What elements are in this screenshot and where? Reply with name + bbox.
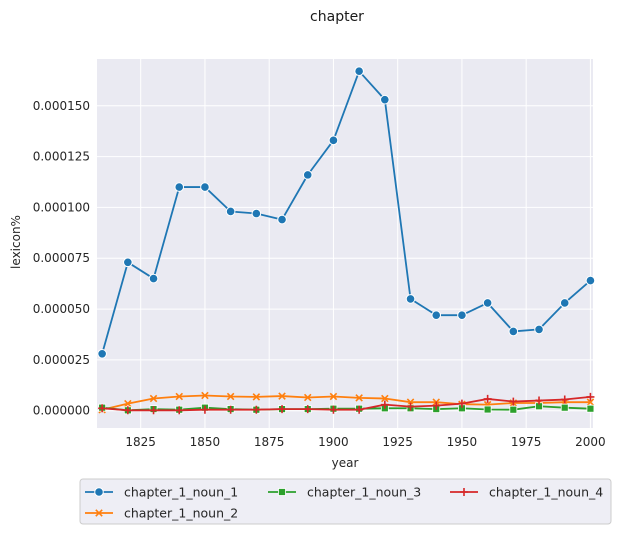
data-point bbox=[225, 206, 236, 217]
legend-marker bbox=[95, 509, 103, 517]
legend-marker bbox=[94, 487, 104, 497]
data-point bbox=[559, 298, 570, 308]
data-point bbox=[406, 398, 415, 406]
data-point bbox=[457, 310, 467, 320]
data-point bbox=[431, 310, 442, 320]
data-point bbox=[355, 394, 363, 402]
data-point bbox=[97, 348, 107, 359]
data-point bbox=[252, 405, 261, 414]
legend-label: chapter_1_noun_4 bbox=[489, 485, 603, 500]
x-tick-label: 1900 bbox=[318, 435, 349, 449]
data-point bbox=[482, 298, 493, 308]
x-axis-label: year bbox=[332, 456, 359, 470]
data-point bbox=[585, 275, 596, 286]
legend: chapter_1_noun_1 chapter_1_noun_2 chapter_… bbox=[79, 478, 612, 525]
y-tick-label: 0.000150 bbox=[33, 99, 90, 113]
legend-item: chapter_1_noun_1 bbox=[85, 485, 238, 500]
y-tick-labels: 0.000000 0.000025 0.000050 0.000075 0.000100… bbox=[33, 99, 90, 418]
legend-item: chapter_1_noun_4 bbox=[450, 485, 603, 500]
data-point bbox=[251, 208, 262, 219]
y-tick-label: 0.000050 bbox=[33, 302, 90, 316]
data-point bbox=[406, 402, 415, 411]
series-chapter_1_noun_2 bbox=[98, 391, 595, 414]
data-point bbox=[201, 391, 209, 400]
data-point bbox=[586, 404, 595, 413]
data-point bbox=[303, 393, 312, 402]
data-point bbox=[354, 66, 364, 76]
data-point bbox=[277, 214, 287, 225]
data-point bbox=[586, 398, 595, 406]
legend-label: chapter_1_noun_3 bbox=[307, 485, 421, 500]
data-point bbox=[534, 324, 544, 335]
data-point bbox=[432, 401, 441, 410]
data-point bbox=[329, 392, 338, 401]
plot-area bbox=[97, 59, 593, 428]
x-tick-labels: 1825 1850 1875 1900 1925 1950 1975 2000 bbox=[125, 435, 605, 449]
data-point bbox=[405, 294, 416, 304]
data-point bbox=[123, 257, 133, 268]
data-point bbox=[483, 394, 492, 403]
data-point bbox=[98, 404, 107, 413]
x-tick-label: 1925 bbox=[382, 435, 413, 449]
data-point bbox=[175, 392, 184, 401]
y-tick-label: 0.000000 bbox=[33, 404, 90, 418]
data-point bbox=[560, 403, 569, 412]
data-point bbox=[278, 405, 287, 414]
data-point bbox=[302, 170, 313, 180]
data-point bbox=[355, 405, 364, 414]
y-tick-label: 0.000075 bbox=[33, 251, 90, 265]
series-chapter_1_noun_1 bbox=[97, 66, 596, 359]
y-tick-label: 0.000025 bbox=[33, 353, 90, 367]
x-tick-label: 1950 bbox=[447, 435, 478, 449]
legend-item: chapter_1_noun_2 bbox=[85, 506, 238, 521]
series-line bbox=[101, 394, 591, 411]
data-point bbox=[174, 182, 185, 192]
data-point bbox=[123, 406, 132, 415]
data-point bbox=[380, 400, 389, 409]
chart-title: chapter bbox=[310, 9, 364, 25]
legend-marker bbox=[278, 488, 286, 496]
x-tick-label: 1850 bbox=[190, 435, 221, 449]
series-layer bbox=[97, 66, 596, 415]
data-point bbox=[148, 273, 159, 284]
data-point bbox=[560, 395, 569, 404]
y-axis-label: lexicon% bbox=[9, 215, 23, 269]
legend-marker bbox=[460, 488, 468, 496]
data-point bbox=[226, 405, 235, 414]
data-point bbox=[278, 392, 286, 400]
x-tick-label: 1825 bbox=[125, 435, 156, 449]
data-point bbox=[200, 405, 209, 414]
data-point bbox=[509, 397, 518, 406]
data-point bbox=[535, 396, 544, 405]
data-point bbox=[303, 405, 312, 414]
data-point bbox=[509, 405, 518, 414]
data-point bbox=[457, 399, 466, 408]
data-point bbox=[380, 94, 390, 105]
data-point bbox=[328, 135, 339, 146]
data-point bbox=[226, 392, 235, 401]
data-point bbox=[200, 182, 210, 192]
series-chapter_1_noun_4 bbox=[98, 392, 595, 415]
legend-label: chapter_1_noun_1 bbox=[124, 485, 238, 500]
data-point bbox=[381, 394, 389, 403]
legend-frame bbox=[79, 478, 612, 525]
data-point bbox=[149, 394, 158, 403]
data-point bbox=[149, 406, 158, 415]
series-line bbox=[102, 395, 591, 412]
data-point bbox=[586, 392, 595, 401]
data-point bbox=[329, 405, 338, 414]
data-point bbox=[252, 393, 261, 401]
x-tick-label: 1975 bbox=[511, 435, 542, 449]
x-tick-label: 2000 bbox=[575, 435, 606, 449]
y-tick-label: 0.000125 bbox=[33, 150, 90, 164]
data-point bbox=[483, 405, 492, 414]
legend-item: chapter_1_noun_3 bbox=[268, 485, 421, 500]
data-point bbox=[508, 326, 519, 337]
data-point bbox=[175, 406, 184, 415]
data-point bbox=[124, 399, 132, 408]
x-tick-label: 1875 bbox=[254, 435, 285, 449]
y-tick-label: 0.000100 bbox=[33, 200, 90, 214]
legend-label: chapter_1_noun_2 bbox=[124, 506, 238, 521]
